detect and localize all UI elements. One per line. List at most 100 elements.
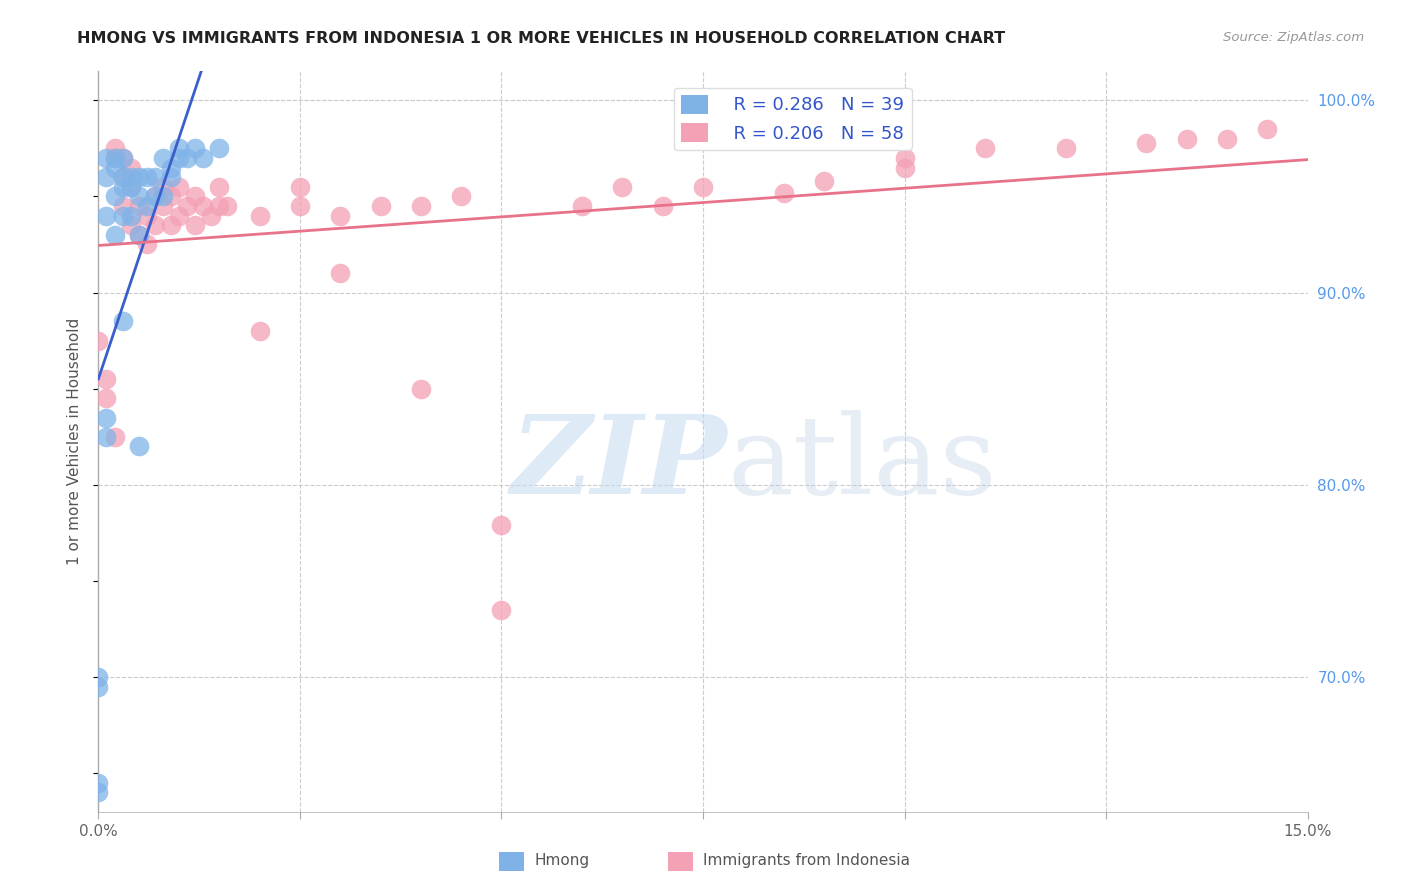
Point: [135, 199, 157, 213]
Point: [193, 199, 215, 213]
Text: Hmong: Hmong: [534, 854, 589, 868]
Text: atlas: atlas: [727, 410, 997, 517]
Point: [167, 151, 190, 165]
Point: [200, 209, 222, 223]
Point: [135, 209, 157, 223]
Point: [409, 382, 432, 396]
Point: [491, 518, 513, 533]
Point: [160, 170, 183, 185]
Point: [450, 189, 472, 203]
Point: [111, 170, 134, 185]
Point: [692, 179, 714, 194]
Text: ZIP: ZIP: [510, 410, 727, 517]
Point: [111, 170, 134, 185]
Point: [571, 199, 593, 213]
Point: [409, 199, 432, 213]
Point: [135, 170, 157, 185]
Point: [167, 179, 190, 194]
Point: [143, 189, 166, 203]
Point: [128, 227, 150, 242]
Point: [893, 151, 915, 165]
Point: [1135, 136, 1157, 150]
Point: [135, 237, 157, 252]
Point: [370, 199, 392, 213]
Point: [87, 334, 110, 348]
Point: [184, 141, 207, 155]
Point: [152, 199, 174, 213]
Point: [87, 670, 110, 684]
Point: [128, 170, 150, 185]
Point: [128, 227, 150, 242]
Point: [87, 785, 110, 799]
Point: [103, 227, 125, 242]
Point: [103, 151, 125, 165]
Point: [152, 189, 174, 203]
Text: Immigrants from Indonesia: Immigrants from Indonesia: [703, 854, 910, 868]
Point: [128, 439, 150, 453]
Point: [103, 430, 125, 444]
Point: [208, 141, 231, 155]
Point: [111, 199, 134, 213]
Point: [167, 141, 190, 155]
Point: [491, 603, 513, 617]
Point: [120, 170, 142, 185]
Point: [1054, 141, 1077, 155]
Point: [1216, 131, 1239, 145]
Point: [152, 151, 174, 165]
Point: [87, 680, 110, 694]
Point: [176, 151, 198, 165]
Point: [111, 151, 134, 165]
Point: [103, 161, 125, 175]
Point: [329, 209, 352, 223]
Point: [87, 776, 110, 790]
Point: [288, 179, 311, 194]
Point: [160, 189, 183, 203]
Point: [772, 186, 794, 200]
Point: [893, 161, 915, 175]
Point: [160, 161, 183, 175]
Point: [193, 151, 215, 165]
Point: [249, 324, 271, 338]
Point: [111, 151, 134, 165]
Point: [184, 218, 207, 232]
Point: [651, 199, 673, 213]
Point: [184, 189, 207, 203]
Point: [111, 179, 134, 194]
Point: [208, 179, 231, 194]
Point: [208, 199, 231, 213]
Point: [1256, 122, 1278, 136]
Point: [128, 199, 150, 213]
Point: [120, 218, 142, 232]
Legend:   R = 0.286   N = 39,   R = 0.206   N = 58: R = 0.286 N = 39, R = 0.206 N = 58: [673, 87, 911, 150]
Text: Source: ZipAtlas.com: Source: ZipAtlas.com: [1223, 31, 1364, 45]
Point: [96, 410, 118, 425]
Point: [96, 391, 118, 405]
Point: [167, 209, 190, 223]
Point: [152, 179, 174, 194]
Point: [96, 430, 118, 444]
Point: [103, 151, 125, 165]
Point: [103, 189, 125, 203]
Point: [813, 174, 835, 188]
Point: [143, 189, 166, 203]
Y-axis label: 1 or more Vehicles in Household: 1 or more Vehicles in Household: [67, 318, 83, 566]
Point: [974, 141, 997, 155]
Point: [160, 218, 183, 232]
Point: [120, 209, 142, 223]
Text: HMONG VS IMMIGRANTS FROM INDONESIA 1 OR MORE VEHICLES IN HOUSEHOLD CORRELATION C: HMONG VS IMMIGRANTS FROM INDONESIA 1 OR …: [77, 31, 1005, 46]
Point: [329, 266, 352, 280]
Point: [120, 179, 142, 194]
Point: [1175, 131, 1198, 145]
Point: [96, 151, 118, 165]
Point: [111, 314, 134, 328]
Point: [143, 170, 166, 185]
Point: [120, 161, 142, 175]
Point: [96, 170, 118, 185]
Point: [288, 199, 311, 213]
Point: [120, 179, 142, 194]
Point: [217, 199, 239, 213]
Point: [176, 199, 198, 213]
Point: [111, 209, 134, 223]
Point: [143, 218, 166, 232]
Point: [96, 372, 118, 386]
